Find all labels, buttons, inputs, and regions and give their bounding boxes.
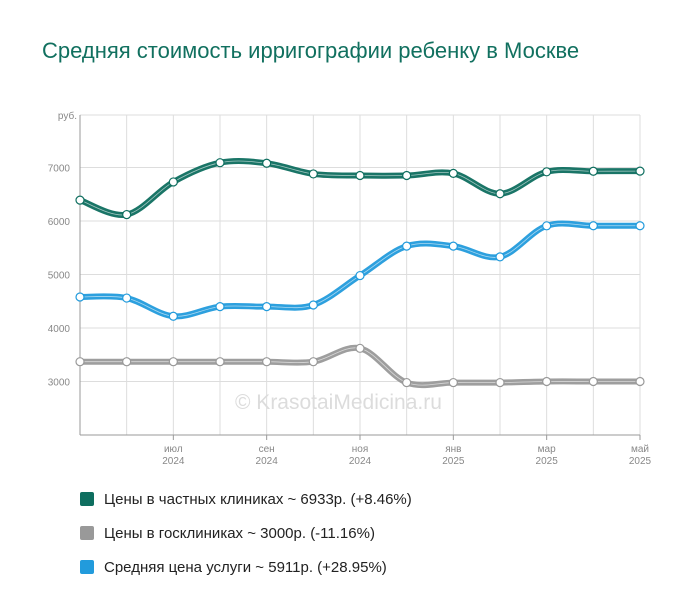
data-point-1 xyxy=(588,376,598,387)
legend-label-average: Средняя цена услуги ~ 5911р. (+28.95%) xyxy=(104,558,387,576)
legend-swatch-private xyxy=(80,492,94,506)
data-point-1 xyxy=(635,376,645,387)
x-tick-year: 2025 xyxy=(629,456,652,467)
data-point-1 xyxy=(215,357,225,367)
data-point-0 xyxy=(402,170,412,181)
data-point-2 xyxy=(542,221,552,231)
data-point-0 xyxy=(355,170,365,181)
data-point-2 xyxy=(448,241,458,251)
data-point-2 xyxy=(75,292,85,302)
legend-item-state[interactable]: Цены в госклиниках ~ 3000р. (-11.16%) xyxy=(80,516,412,550)
x-tick-label: ноя xyxy=(352,444,369,455)
data-point-1 xyxy=(262,357,272,367)
data-point-2 xyxy=(262,302,272,312)
data-point-2 xyxy=(122,293,132,303)
data-point-1 xyxy=(542,376,552,387)
x-tick-label: май xyxy=(631,444,649,455)
chart-points xyxy=(75,158,645,388)
data-point-1 xyxy=(448,377,458,388)
data-point-1 xyxy=(355,343,365,353)
legend-label-private: Цены в частных клиниках ~ 6933р. (+8.46%… xyxy=(104,490,412,508)
x-tick-label: июл xyxy=(164,444,183,455)
data-point-2 xyxy=(495,252,505,262)
data-point-2 xyxy=(402,241,412,251)
y-tick-label: 3000 xyxy=(48,378,71,389)
data-point-0 xyxy=(448,168,458,178)
data-point-2 xyxy=(355,270,365,281)
y-axis-unit: руб. xyxy=(58,110,77,122)
data-point-2 xyxy=(588,221,598,231)
legend-item-average[interactable]: Средняя цена услуги ~ 5911р. (+28.95%) xyxy=(80,550,412,584)
y-tick-label: 6000 xyxy=(48,217,71,228)
y-tick-label: 7000 xyxy=(48,164,71,175)
data-point-1 xyxy=(308,357,318,367)
data-point-2 xyxy=(308,300,318,310)
data-point-2 xyxy=(215,302,225,312)
data-point-0 xyxy=(542,167,552,177)
x-tick-year: 2024 xyxy=(349,456,372,467)
data-point-1 xyxy=(495,377,505,388)
chart-axes: 30004000500060007000руб.июл2024сен2024но… xyxy=(48,110,652,467)
data-point-0 xyxy=(588,166,598,176)
x-tick-year: 2025 xyxy=(536,456,559,467)
data-point-2 xyxy=(168,311,178,321)
chart-title: Средняя стоимость ирригографии ребенку в… xyxy=(42,38,580,63)
data-point-0 xyxy=(168,177,178,187)
watermark: © KrasotaiMedicina.ru xyxy=(235,391,442,414)
legend-swatch-state xyxy=(80,526,94,540)
data-point-0 xyxy=(635,166,645,176)
data-point-0 xyxy=(495,189,505,199)
data-point-2 xyxy=(635,221,645,231)
y-tick-label: 4000 xyxy=(48,324,71,335)
data-point-0 xyxy=(308,169,318,179)
data-point-0 xyxy=(262,158,272,168)
y-tick-label: 5000 xyxy=(48,271,71,282)
x-tick-year: 2024 xyxy=(256,456,279,467)
legend-item-private[interactable]: Цены в частных клиниках ~ 6933р. (+8.46%… xyxy=(80,482,412,516)
legend-swatch-average xyxy=(80,560,94,574)
x-tick-label: янв xyxy=(445,444,461,455)
x-tick-year: 2025 xyxy=(442,456,465,467)
data-point-1 xyxy=(122,357,132,367)
x-tick-label: мар xyxy=(538,444,556,455)
data-point-1 xyxy=(402,377,412,388)
data-point-1 xyxy=(75,357,85,367)
data-point-1 xyxy=(168,357,178,367)
data-point-0 xyxy=(122,209,132,220)
legend-label-state: Цены в госклиниках ~ 3000р. (-11.16%) xyxy=(104,524,375,542)
x-tick-label: сен xyxy=(259,444,275,455)
x-tick-year: 2024 xyxy=(162,456,185,467)
chart-legend: Цены в частных клиниках ~ 6933р. (+8.46%… xyxy=(80,482,412,584)
data-point-0 xyxy=(215,158,225,168)
data-point-0 xyxy=(75,195,85,205)
